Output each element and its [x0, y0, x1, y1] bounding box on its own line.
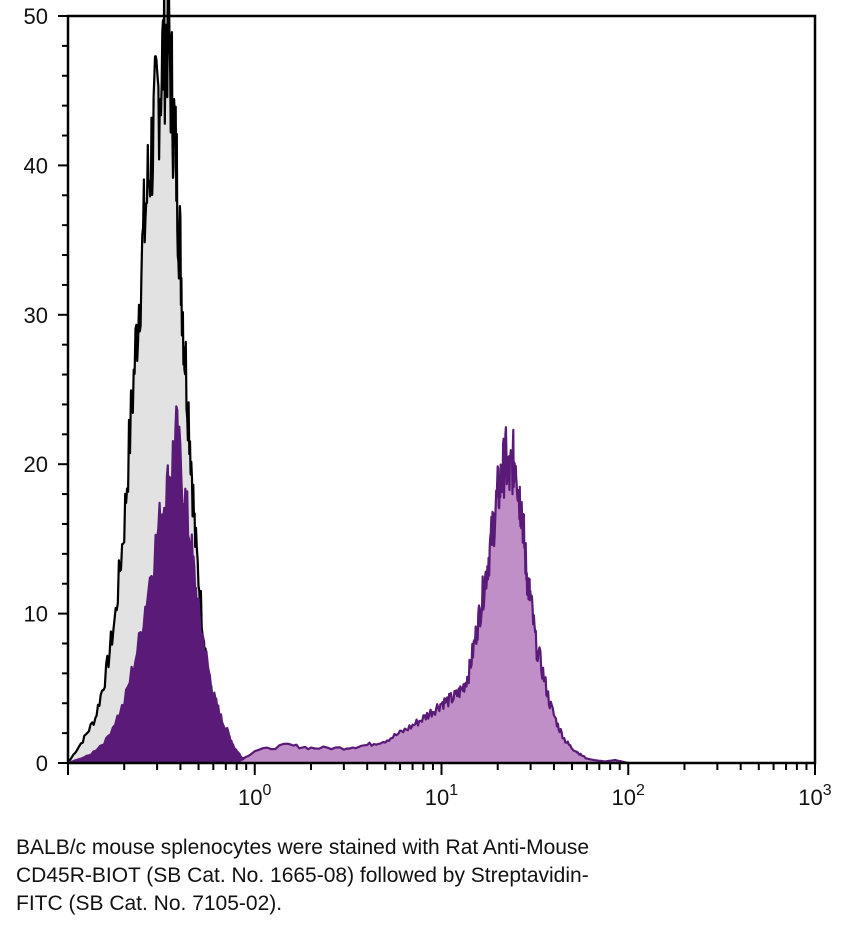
series-layer: [67, 0, 629, 765]
histogram-series-3-outline: [236, 426, 629, 765]
x-tick-label: 102: [612, 782, 645, 810]
y-tick-label: 20: [24, 452, 48, 477]
histogram-chart: 0 10 20 30 40 50 100 101 102 103: [24, 0, 832, 810]
y-tick-label: 50: [24, 4, 48, 29]
x-tick-label: 101: [425, 782, 458, 810]
figure-caption: BALB/c mouse splenocytes were stained wi…: [16, 834, 816, 918]
caption-line-1: BALB/c mouse splenocytes were stained wi…: [16, 836, 590, 859]
axis-layer: 0 10 20 30 40 50 100 101 102 103: [24, 4, 832, 810]
histogram-series-2-fill: [68, 406, 251, 763]
y-tick-label: 40: [24, 153, 48, 178]
x-tick-label: 103: [798, 782, 831, 810]
y-tick-label: 30: [24, 303, 48, 328]
caption-line-2: CD45R-BIOT (SB Cat. No. 1665-08) followe…: [16, 864, 589, 887]
histogram-series-3-fill: [236, 427, 629, 763]
histogram-series-2-outline: [67, 405, 252, 765]
caption-line-3: FITC (SB Cat. No. 7105-02).: [16, 892, 283, 915]
x-tick-label: 100: [238, 782, 271, 810]
y-tick-label: 10: [24, 602, 48, 627]
y-tick-label: 0: [36, 751, 48, 776]
